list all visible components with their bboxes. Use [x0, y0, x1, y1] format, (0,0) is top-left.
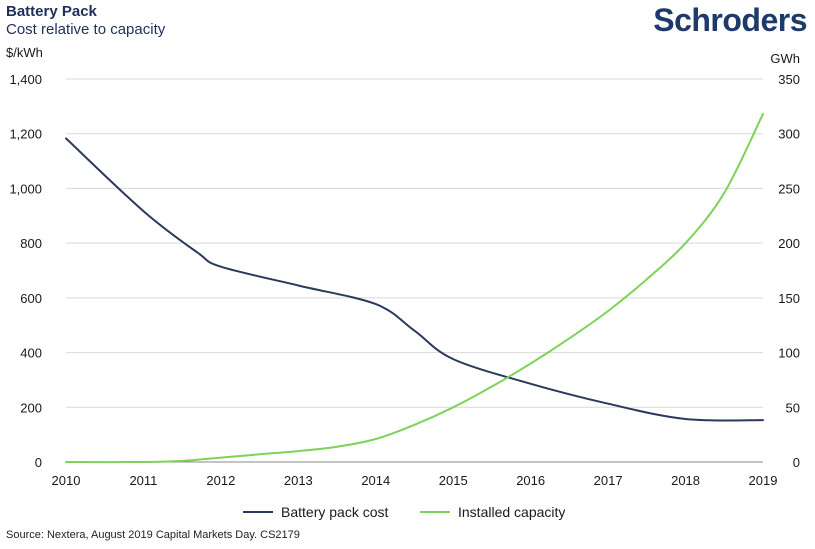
left-axis-unit: $/kWh	[6, 45, 43, 60]
left-tick-label: 1,000	[9, 181, 42, 196]
right-tick-label: 350	[778, 72, 800, 87]
x-tick-label: 2016	[516, 473, 545, 488]
x-tick-label: 2017	[594, 473, 623, 488]
right-tick-label: 200	[778, 236, 800, 251]
left-tick-label: 1,400	[9, 72, 42, 87]
right-tick-label: 300	[778, 127, 800, 142]
x-tick-label: 2019	[749, 473, 778, 488]
left-tick-label: 200	[20, 400, 42, 415]
left-axis-ticks: 0 200 400 600 800 1,000 1,200 1,400	[9, 72, 42, 470]
legend-label: Battery pack cost	[281, 504, 388, 520]
series-lines	[65, 113, 764, 464]
left-tick-label: 0	[35, 455, 42, 470]
right-tick-label: 50	[786, 400, 800, 415]
chart-title: Battery Pack	[6, 3, 97, 20]
right-axis-unit: GWh	[770, 51, 800, 66]
right-tick-label: 250	[778, 181, 800, 196]
legend-label: Installed capacity	[458, 504, 565, 520]
right-tick-label: 150	[778, 291, 800, 306]
right-tick-label: 100	[778, 346, 800, 361]
x-tick-label: 2012	[206, 473, 235, 488]
source-note: Source: Nextera, August 2019 Capital Mar…	[6, 529, 300, 541]
x-tick-label: 2011	[129, 473, 157, 488]
grid-lines	[66, 78, 763, 463]
x-tick-label: 2015	[439, 473, 468, 488]
left-tick-label: 1,200	[9, 127, 42, 142]
right-tick-label: 0	[793, 455, 800, 470]
schroders-logo: Schroders	[653, 2, 807, 38]
legend: Battery pack cost Installed capacity	[243, 504, 565, 520]
series-line-battery-pack-cost	[65, 137, 764, 422]
chart-subtitle: Cost relative to capacity	[6, 21, 166, 38]
x-tick-label: 2010	[52, 473, 81, 488]
x-tick-label: 2014	[361, 473, 390, 488]
x-tick-label: 2018	[671, 473, 700, 488]
left-tick-label: 400	[20, 346, 42, 361]
left-tick-label: 800	[20, 236, 42, 251]
x-tick-label: 2013	[284, 473, 313, 488]
right-axis-ticks: 0 50 100 150 200 250 300 350	[778, 72, 800, 470]
left-tick-label: 600	[20, 291, 42, 306]
series-line-installed-capacity	[65, 113, 764, 464]
x-axis-ticks: 2010 2011 2012 2013 2014 2015 2016 2017 2018 2019	[52, 473, 778, 488]
